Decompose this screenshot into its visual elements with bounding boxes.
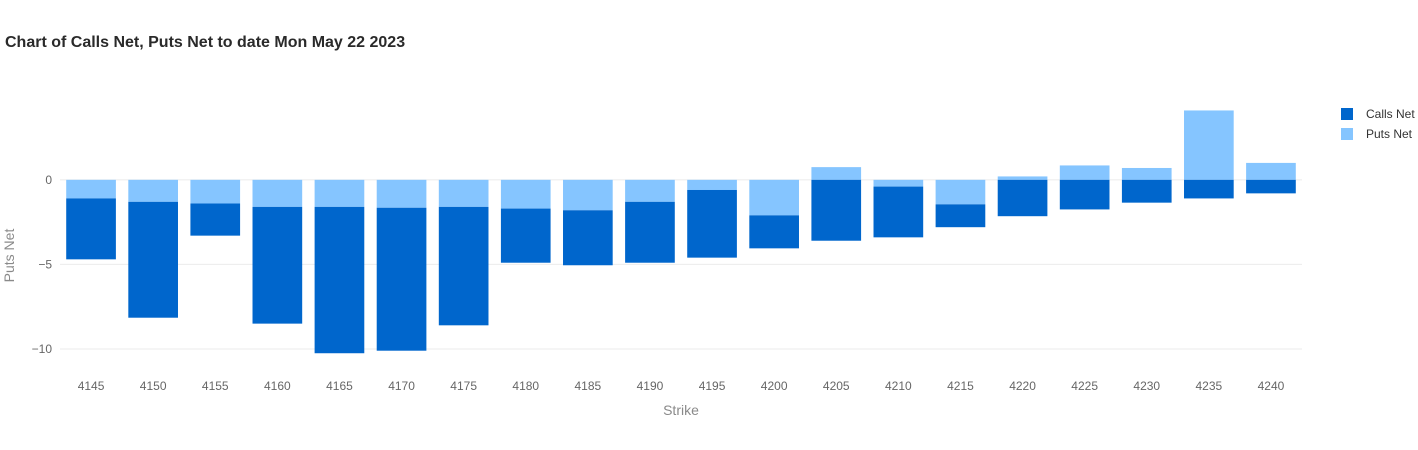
x-tick-label: 4150	[140, 379, 167, 393]
y-tick-label: 0	[45, 173, 52, 187]
bar-calls-net	[997, 179, 1048, 217]
x-axis-title: Strike	[663, 402, 699, 418]
bar-puts-net	[252, 179, 303, 207]
x-tick-label: 4230	[1133, 379, 1160, 393]
bar-puts-net	[563, 179, 613, 211]
x-tick-label: 4235	[1195, 379, 1222, 393]
bar-puts-net	[997, 176, 1048, 180]
x-tick-label: 4210	[885, 379, 912, 393]
bars-group	[66, 110, 1296, 354]
x-tick-labels: 4145 4150 4155 4160 4165 4170 4175 4180 4185 4190…	[78, 379, 1285, 393]
legend-swatch-puts-net	[1341, 128, 1353, 140]
bar-calls-net	[314, 206, 365, 354]
x-tick-label: 4145	[78, 379, 105, 393]
bar-calls-net	[438, 206, 489, 326]
bar-calls-net	[1184, 179, 1234, 199]
x-tick-label: 4195	[699, 379, 726, 393]
x-tick-label: 4175	[450, 379, 477, 393]
bar-puts-net	[1246, 162, 1296, 180]
legend[interactable]: Calls Net Puts Net	[1341, 107, 1415, 141]
bar-calls-net	[500, 208, 551, 263]
bar-puts-net	[438, 179, 489, 207]
x-tick-label: 4185	[574, 379, 601, 393]
grid-lines	[60, 179, 1302, 350]
bar-puts-net	[376, 179, 427, 208]
x-tick-label: 4215	[947, 379, 974, 393]
bar-calls-net	[376, 207, 427, 351]
y-tick-labels: 0 −5 −10	[32, 173, 53, 356]
bar-calls-net	[563, 210, 613, 266]
legend-swatch-calls-net	[1341, 108, 1353, 120]
legend-label-calls-net: Calls Net	[1366, 107, 1415, 121]
bar-calls-net	[128, 201, 178, 318]
bar-puts-net	[873, 179, 924, 187]
x-tick-label: 4225	[1071, 379, 1098, 393]
bar-calls-net	[749, 215, 799, 249]
bar-calls-net	[873, 186, 924, 238]
bar-calls-net	[687, 189, 737, 258]
bar-calls-net	[190, 203, 241, 236]
bar-calls-net	[811, 179, 862, 241]
bar-calls-net	[1246, 179, 1296, 194]
bar-puts-net	[625, 179, 675, 202]
x-tick-label: 4205	[823, 379, 850, 393]
x-tick-label: 4180	[512, 379, 539, 393]
bar-calls-net	[66, 198, 116, 260]
x-tick-label: 4160	[264, 379, 291, 393]
bar-calls-net	[935, 204, 986, 228]
x-tick-label: 4155	[202, 379, 229, 393]
bar-calls-net	[1059, 179, 1110, 210]
x-tick-label: 4190	[637, 379, 664, 393]
bar-puts-net	[500, 179, 551, 209]
y-tick-label: −10	[32, 342, 53, 356]
bar-puts-net	[1059, 165, 1110, 180]
bar-puts-net	[190, 179, 241, 204]
bar-puts-net	[128, 179, 178, 202]
x-tick-label: 4170	[388, 379, 415, 393]
x-tick-label: 4240	[1258, 379, 1285, 393]
x-tick-label: 4165	[326, 379, 353, 393]
bar-puts-net	[749, 179, 799, 216]
y-axis-title: Puts Net	[1, 229, 17, 283]
bar-puts-net	[66, 179, 116, 199]
bar-puts-net	[935, 179, 986, 205]
bar-calls-net	[252, 206, 303, 324]
legend-label-puts-net: Puts Net	[1366, 127, 1413, 141]
chart-title: Chart of Calls Net, Puts Net to date Mon…	[5, 34, 406, 51]
bar-calls-net	[625, 201, 675, 263]
bar-puts-net	[1184, 110, 1234, 180]
bar-puts-net	[314, 179, 365, 207]
bar-puts-net	[1121, 167, 1172, 180]
bar-calls-net	[1121, 179, 1172, 203]
x-tick-label: 4200	[761, 379, 788, 393]
x-tick-label: 4220	[1009, 379, 1036, 393]
bar-puts-net	[687, 179, 737, 190]
y-tick-label: −5	[38, 257, 52, 271]
bar-puts-net	[811, 167, 862, 180]
